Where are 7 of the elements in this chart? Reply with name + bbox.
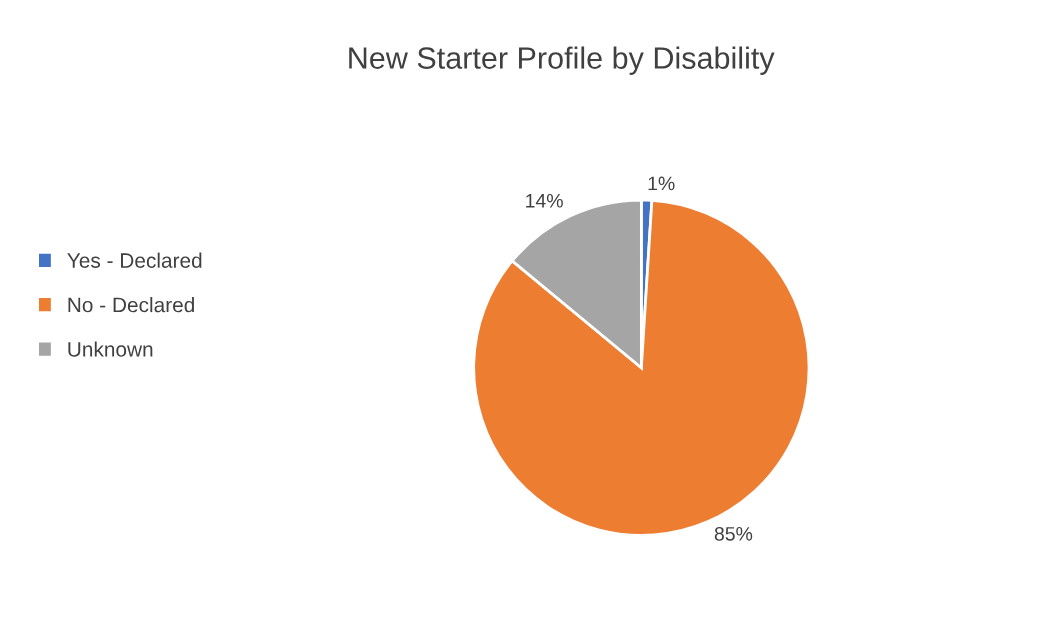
chart-title: New Starter Profile by Disability: [349, 46, 775, 75]
data-label: 85%: [714, 526, 753, 541]
legend-label: No - Declared: [68, 297, 194, 313]
legend-label: Yes - Declared: [67, 252, 202, 268]
data-label: 14%: [526, 193, 563, 208]
legend-label: Unknown: [68, 341, 153, 357]
data-label: 1%: [648, 176, 675, 191]
